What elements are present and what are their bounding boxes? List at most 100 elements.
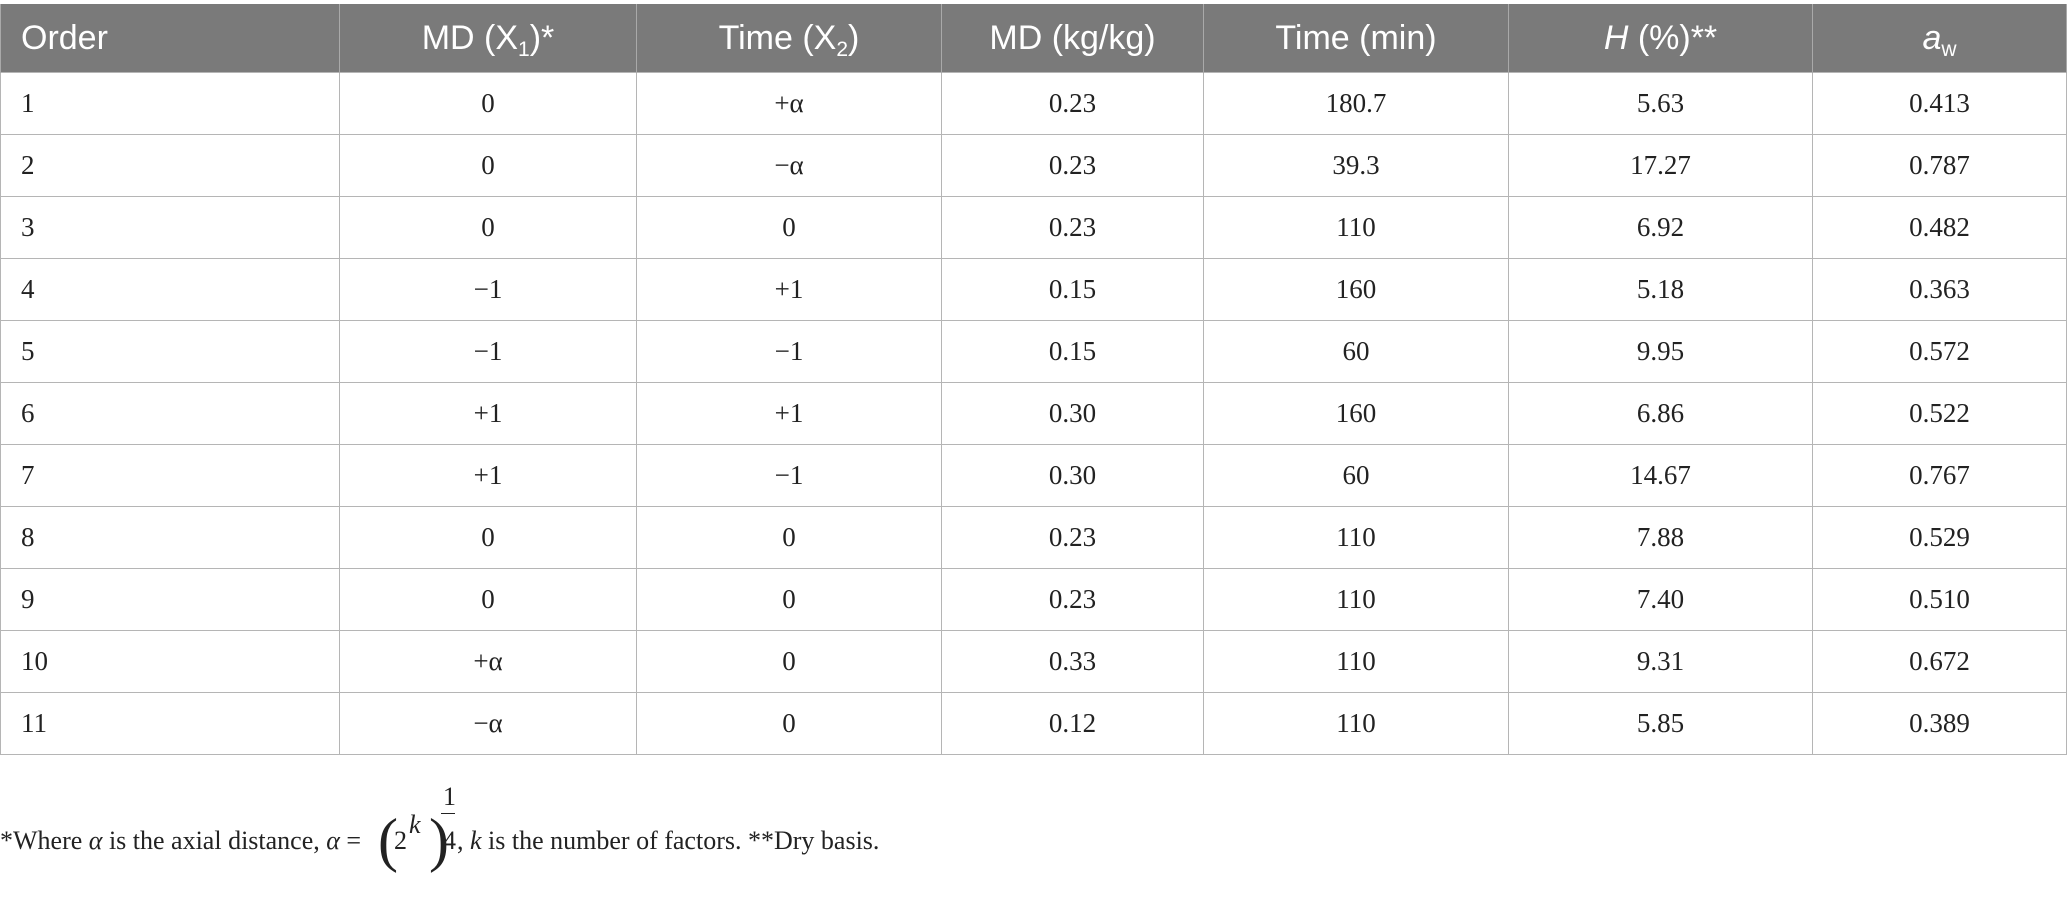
cell-md-kgkg: 0.23: [941, 506, 1204, 569]
formula-base: 2: [394, 826, 407, 855]
cell-order: 7: [0, 444, 340, 507]
table-container: Order MD (X1)* Time (X2) MD (kg/kg) Time…: [0, 4, 2067, 755]
cell-md-x1: 0: [339, 506, 637, 569]
table-row: 5 −1 −1 0.15 60 9.95 0.572: [0, 320, 2067, 383]
cell-md-kgkg: 0.30: [941, 444, 1204, 507]
cell-time-x2: 0: [636, 506, 942, 569]
cell-md-x1: +α: [339, 630, 637, 693]
cell-h-percent: 14.67: [1508, 444, 1813, 507]
cell-time-x2: 0: [636, 568, 942, 631]
cell-md-kgkg: 0.23: [941, 72, 1204, 135]
cell-md-kgkg: 0.15: [941, 320, 1204, 383]
cell-time-x2: +α: [636, 72, 942, 135]
cell-md-x1: −1: [339, 258, 637, 321]
cell-time-x2: 0: [636, 692, 942, 755]
cell-aw: 0.672: [1812, 630, 2067, 693]
cell-time-min: 39.3: [1203, 134, 1509, 197]
footnote: *Where α is the axial distance, α = ( 2 …: [0, 780, 2060, 880]
cell-time-min: 110: [1203, 568, 1509, 631]
cell-aw: 0.529: [1812, 506, 2067, 569]
cell-aw: 0.787: [1812, 134, 2067, 197]
cell-aw: 0.363: [1812, 258, 2067, 321]
footnote-text-start: *Where α is the axial distance, α =: [0, 826, 362, 855]
cell-time-min: 110: [1203, 630, 1509, 693]
cell-time-x2: 0: [636, 196, 942, 259]
cell-aw: 0.413: [1812, 72, 2067, 135]
table-row: 9 0 0 0.23 110 7.40 0.510: [0, 568, 2067, 631]
cell-time-min: 110: [1203, 506, 1509, 569]
cell-time-min: 160: [1203, 258, 1509, 321]
formula-exponent: k: [409, 810, 421, 839]
cell-order: 6: [0, 382, 340, 445]
table-row: 4 −1 +1 0.15 160 5.18 0.363: [0, 258, 2067, 321]
cell-md-kgkg: 0.23: [941, 134, 1204, 197]
cell-aw: 0.510: [1812, 568, 2067, 631]
cell-md-kgkg: 0.23: [941, 568, 1204, 631]
header-aw: aw: [1812, 4, 2067, 73]
cell-aw: 0.389: [1812, 692, 2067, 755]
cell-md-x1: −1: [339, 320, 637, 383]
header-md-kgkg: MD (kg/kg): [941, 4, 1204, 73]
table-row: 11 −α 0 0.12 110 5.85 0.389: [0, 692, 2067, 755]
cell-md-x1: 0: [339, 72, 637, 135]
cell-time-x2: −1: [636, 320, 942, 383]
cell-order: 10: [0, 630, 340, 693]
cell-md-kgkg: 0.33: [941, 630, 1204, 693]
cell-md-kgkg: 0.30: [941, 382, 1204, 445]
formula-fraction-denominator: 4: [443, 826, 456, 855]
table-row: 6 +1 +1 0.30 160 6.86 0.522: [0, 382, 2067, 445]
cell-order: 4: [0, 258, 340, 321]
cell-time-min: 180.7: [1203, 72, 1509, 135]
table-row: 3 0 0 0.23 110 6.92 0.482: [0, 196, 2067, 259]
footnote-text-end: , k is the number of factors. **Dry basi…: [457, 826, 880, 855]
cell-md-x1: 0: [339, 568, 637, 631]
cell-order: 9: [0, 568, 340, 631]
cell-h-percent: 9.95: [1508, 320, 1813, 383]
table-row: 7 +1 −1 0.30 60 14.67 0.767: [0, 444, 2067, 507]
cell-time-x2: +1: [636, 258, 942, 321]
cell-time-min: 60: [1203, 320, 1509, 383]
cell-h-percent: 6.92: [1508, 196, 1813, 259]
cell-time-x2: −1: [636, 444, 942, 507]
header-time-x2: Time (X2): [636, 4, 942, 73]
cell-aw: 0.572: [1812, 320, 2067, 383]
open-paren-glyph: (: [378, 807, 398, 873]
cell-time-min: 160: [1203, 382, 1509, 445]
table-row: 2 0 −α 0.23 39.3 17.27 0.787: [0, 134, 2067, 197]
cell-order: 3: [0, 196, 340, 259]
cell-md-kgkg: 0.12: [941, 692, 1204, 755]
fraction-bar: [441, 813, 455, 814]
cell-md-kgkg: 0.23: [941, 196, 1204, 259]
cell-md-kgkg: 0.15: [941, 258, 1204, 321]
cell-aw: 0.767: [1812, 444, 2067, 507]
cell-h-percent: 5.63: [1508, 72, 1813, 135]
formula-fraction-numerator: 1: [443, 782, 456, 811]
cell-md-x1: 0: [339, 134, 637, 197]
cell-h-percent: 5.85: [1508, 692, 1813, 755]
cell-md-x1: 0: [339, 196, 637, 259]
table-row: 8 0 0 0.23 110 7.88 0.529: [0, 506, 2067, 569]
data-table: Order MD (X1)* Time (X2) MD (kg/kg) Time…: [0, 4, 2067, 755]
cell-md-x1: +1: [339, 444, 637, 507]
cell-h-percent: 7.40: [1508, 568, 1813, 631]
cell-aw: 0.482: [1812, 196, 2067, 259]
header-order: Order: [0, 4, 340, 73]
cell-h-percent: 6.86: [1508, 382, 1813, 445]
cell-order: 2: [0, 134, 340, 197]
cell-h-percent: 7.88: [1508, 506, 1813, 569]
cell-aw: 0.522: [1812, 382, 2067, 445]
cell-h-percent: 5.18: [1508, 258, 1813, 321]
cell-order: 1: [0, 72, 340, 135]
table-row: 10 +α 0 0.33 110 9.31 0.672: [0, 630, 2067, 693]
cell-order: 8: [0, 506, 340, 569]
cell-md-x1: +1: [339, 382, 637, 445]
header-md-x1: MD (X1)*: [339, 4, 637, 73]
header-row: Order MD (X1)* Time (X2) MD (kg/kg) Time…: [0, 4, 2067, 73]
header-time-min: Time (min): [1203, 4, 1509, 73]
cell-order: 11: [0, 692, 340, 755]
cell-time-x2: −α: [636, 134, 942, 197]
cell-h-percent: 9.31: [1508, 630, 1813, 693]
cell-h-percent: 17.27: [1508, 134, 1813, 197]
cell-time-min: 60: [1203, 444, 1509, 507]
cell-time-min: 110: [1203, 196, 1509, 259]
